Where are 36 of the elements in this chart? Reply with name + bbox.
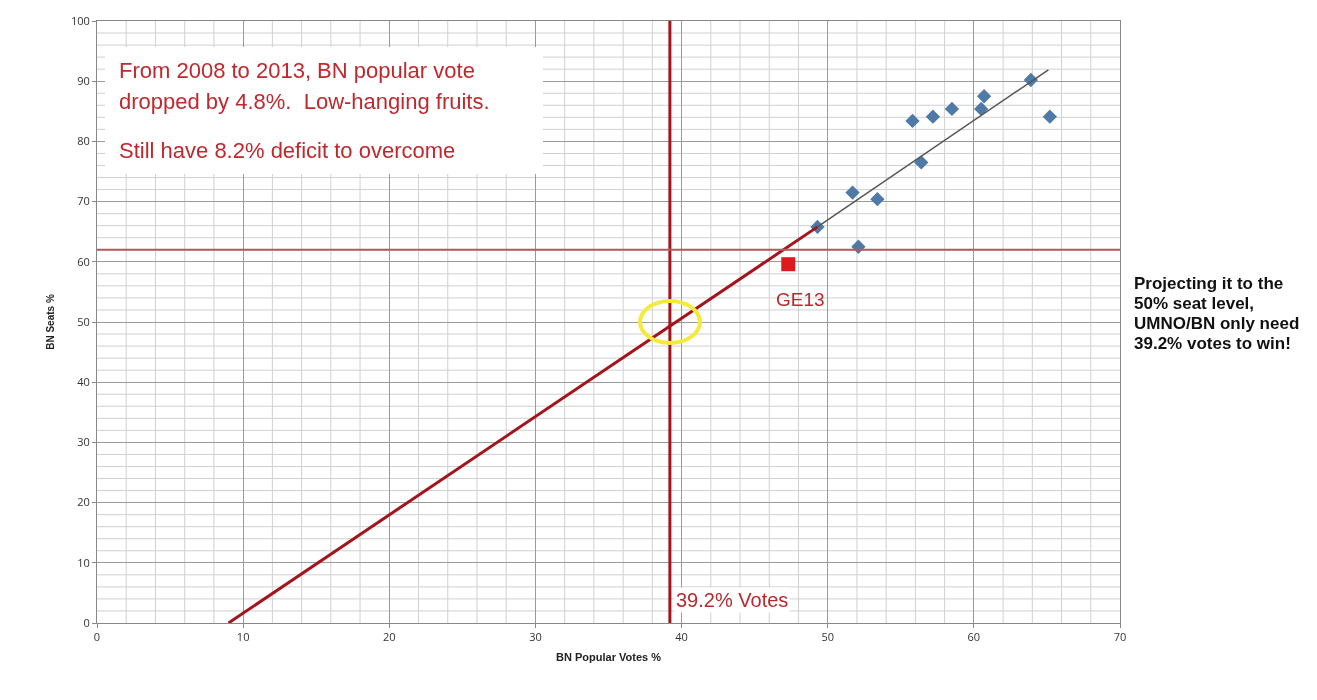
point [944,101,960,117]
x-tick-label: 50 [821,629,835,645]
point [914,155,929,170]
x-tick-label: 10 [236,629,250,645]
point [870,192,885,207]
y-tick-label: 50 [77,313,90,329]
y-tick-label: 100 [70,12,90,28]
x-tick-label: 40 [675,629,688,645]
point [976,89,992,104]
y-tick-label: 70 [77,193,90,209]
y-tick-label: 0 [83,614,90,630]
annotation: 39.2% Votes [676,589,789,611]
text: Projecting it to the 50% seat level, UMNO/BN only need 39.2% votes to win! [1134,273,1301,354]
x-tick-label: 30 [529,629,542,645]
y-tick-label: 60 [77,253,90,269]
x-tick-label: 60 [967,629,981,645]
annotation: Still have 8.2% deficit to overcome [119,137,457,165]
y-tick-label: 90 [77,73,90,89]
y-axis-title: BN Seats % [44,294,56,350]
x-tick-label: 70 [1113,629,1127,645]
y-tick-label: 40 [77,374,90,390]
y-tick-label: 10 [77,554,90,570]
x-axis-title: BN Popular Votes % [556,651,662,664]
point [905,113,920,129]
y-tick-label: 30 [77,434,90,450]
point [925,109,941,124]
x-tick-label: 20 [382,629,396,645]
y-tick-label: 80 [77,133,90,149]
y-tick-label: 20 [77,494,90,510]
point [1042,109,1057,124]
annotation: From 2008 to 2013, BN popular vote dropped by 4.8%. Low-hanging fruits. [119,57,491,116]
point [781,257,796,272]
point [974,101,989,117]
point [845,185,860,200]
annotation: GE13 [776,289,825,310]
x-tick-label: 0 [93,629,101,645]
